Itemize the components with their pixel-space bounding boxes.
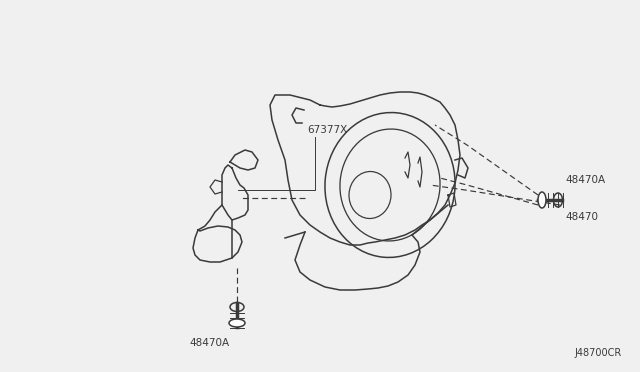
Text: 48470A: 48470A xyxy=(565,175,605,185)
Text: 48470A: 48470A xyxy=(190,338,230,348)
Ellipse shape xyxy=(229,319,245,327)
Text: J48700CR: J48700CR xyxy=(575,348,622,358)
Ellipse shape xyxy=(538,192,546,208)
Text: 48470: 48470 xyxy=(565,212,598,222)
Text: 67377X: 67377X xyxy=(307,125,348,135)
